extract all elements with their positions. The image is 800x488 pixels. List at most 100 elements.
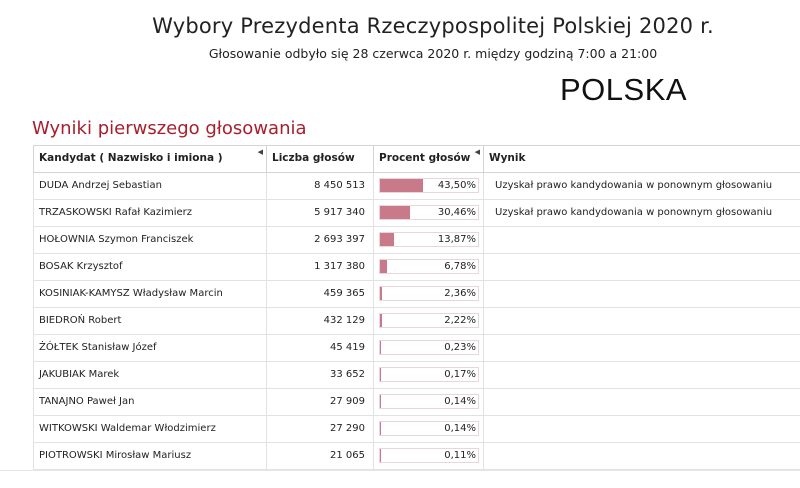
percent-value: 0,17%: [444, 369, 476, 380]
percent-bar: 0,23%: [379, 340, 479, 355]
percent-value: 13,87%: [437, 234, 476, 245]
percent-bar: 0,17%: [379, 367, 479, 382]
percent-value: 2,22%: [444, 315, 476, 326]
percent-bar-fill: [380, 287, 383, 300]
vote-count: 459 365: [266, 281, 373, 307]
table-row: BOSAK Krzysztof 1 317 380 6,78%: [33, 254, 800, 281]
percent-bar: 13,87%: [379, 232, 479, 247]
percent-cell: 13,87%: [373, 227, 483, 253]
candidate-name: KOSINIAK-KAMYSZ Władysław Marcin: [33, 281, 266, 307]
percent-bar-fill: [380, 260, 387, 273]
country-label: POLSKA: [560, 72, 688, 107]
percent-cell: 2,36%: [373, 281, 483, 307]
percent-cell: 43,50%: [373, 173, 483, 199]
vote-count: 45 419: [266, 335, 373, 361]
vote-count: 432 129: [266, 308, 373, 334]
result-text: Uzyskał prawo kandydowania w ponownym gł…: [483, 173, 800, 199]
vote-count: 2 693 397: [266, 227, 373, 253]
column-header-label: Procent głosów: [379, 152, 471, 164]
percent-value: 43,50%: [437, 180, 476, 191]
percent-bar-fill: [380, 314, 383, 327]
percent-bar: 0,14%: [379, 394, 479, 409]
percent-bar-fill: [380, 206, 410, 219]
table-row: TANAJNO Paweł Jan 27 909 0,14%: [33, 389, 800, 416]
percent-bar: 30,46%: [379, 205, 479, 220]
percent-bar-fill: [380, 233, 394, 246]
table-row: KOSINIAK-KAMYSZ Władysław Marcin 459 365 2…: [33, 281, 800, 308]
candidate-name: PIOTROWSKI Mirosław Mariusz: [33, 443, 266, 469]
candidate-name: JAKUBIAK Marek: [33, 362, 266, 388]
result-text: [483, 362, 800, 388]
result-text: [483, 308, 800, 334]
percent-value: 0,23%: [444, 342, 476, 353]
percent-cell: 2,22%: [373, 308, 483, 334]
section-title: Wyniki pierwszego głosowania: [32, 118, 307, 139]
table-row: DUDA Andrzej Sebastian 8 450 513 43,50% Uzy…: [33, 173, 800, 200]
vote-count: 33 652: [266, 362, 373, 388]
candidate-name: DUDA Andrzej Sebastian: [33, 173, 266, 199]
page-title: Wybory Prezydenta Rzeczypospolitej Polsk…: [152, 14, 714, 38]
percent-cell: 6,78%: [373, 254, 483, 280]
percent-bar: 0,11%: [379, 448, 479, 463]
table-row: ŻÓŁTEK Stanisław Józef 45 419 0,23%: [33, 335, 800, 362]
table-row: TRZASKOWSKI Rafał Kazimierz 5 917 340 30,4…: [33, 200, 800, 227]
candidate-name: TRZASKOWSKI Rafał Kazimierz: [33, 200, 266, 226]
table-row: JAKUBIAK Marek 33 652 0,17%: [33, 362, 800, 389]
divider: [0, 470, 800, 471]
vote-count: 27 909: [266, 389, 373, 415]
percent-value: 30,46%: [437, 207, 476, 218]
result-text: Uzyskał prawo kandydowania w ponownym gł…: [483, 200, 800, 226]
sort-icon[interactable]: ◀: [474, 148, 480, 156]
page-subtitle: Głosowanie odbyło się 28 czerwca 2020 r.…: [208, 46, 658, 61]
percent-value: 2,36%: [444, 288, 476, 299]
result-text: [483, 389, 800, 415]
candidate-name: BOSAK Krzysztof: [33, 254, 266, 280]
percent-value: 6,78%: [444, 261, 476, 272]
column-header-label: Liczba głosów: [272, 152, 355, 164]
vote-count: 1 317 380: [266, 254, 373, 280]
candidate-name: HOŁOWNIA Szymon Franciszek: [33, 227, 266, 253]
percent-cell: 0,11%: [373, 443, 483, 469]
vote-count: 5 917 340: [266, 200, 373, 226]
percent-bar: 6,78%: [379, 259, 479, 274]
result-text: [483, 281, 800, 307]
vote-count: 21 065: [266, 443, 373, 469]
percent-cell: 0,17%: [373, 362, 483, 388]
percent-value: 0,14%: [444, 423, 476, 434]
result-text: [483, 443, 800, 469]
column-header-label: Wynik: [489, 152, 526, 164]
vote-count: 8 450 513: [266, 173, 373, 199]
percent-value: 0,14%: [444, 396, 476, 407]
percent-cell: 0,23%: [373, 335, 483, 361]
table-row: WITKOWSKI Waldemar Włodzimierz 27 290 0,14…: [33, 416, 800, 443]
result-text: [483, 227, 800, 253]
vote-count: 27 290: [266, 416, 373, 442]
column-header-label: Kandydat ( Nazwisko i imiona ): [39, 152, 223, 164]
candidate-name: TANAJNO Paweł Jan: [33, 389, 266, 415]
candidate-name: BIEDROŃ Robert: [33, 308, 266, 334]
percent-value: 0,11%: [444, 450, 476, 461]
column-header-percent[interactable]: Procent głosów ◀: [373, 146, 483, 172]
column-header-votes[interactable]: Liczba głosów: [266, 146, 373, 172]
table-row: BIEDROŃ Robert 432 129 2,22%: [33, 308, 800, 335]
result-text: [483, 254, 800, 280]
table-header: Kandydat ( Nazwisko i imiona ) ◀ Liczba …: [33, 145, 800, 173]
result-text: [483, 335, 800, 361]
sort-icon[interactable]: ◀: [257, 148, 263, 156]
percent-bar: 0,14%: [379, 421, 479, 436]
percent-cell: 30,46%: [373, 200, 483, 226]
table-row: HOŁOWNIA Szymon Franciszek 2 693 397 13,87…: [33, 227, 800, 254]
table-row: PIOTROWSKI Mirosław Mariusz 21 065 0,11%: [33, 443, 800, 470]
percent-bar: 2,22%: [379, 313, 479, 328]
candidate-name: WITKOWSKI Waldemar Włodzimierz: [33, 416, 266, 442]
percent-bar: 2,36%: [379, 286, 479, 301]
table-body: DUDA Andrzej Sebastian 8 450 513 43,50% Uzy…: [33, 173, 800, 470]
results-table: Kandydat ( Nazwisko i imiona ) ◀ Liczba …: [33, 145, 800, 470]
result-text: [483, 416, 800, 442]
percent-bar-fill: [380, 179, 423, 192]
column-header-candidate[interactable]: Kandydat ( Nazwisko i imiona ) ◀: [33, 146, 266, 172]
percent-bar: 43,50%: [379, 178, 479, 193]
column-header-result[interactable]: Wynik: [483, 146, 800, 172]
percent-cell: 0,14%: [373, 389, 483, 415]
candidate-name: ŻÓŁTEK Stanisław Józef: [33, 335, 266, 361]
